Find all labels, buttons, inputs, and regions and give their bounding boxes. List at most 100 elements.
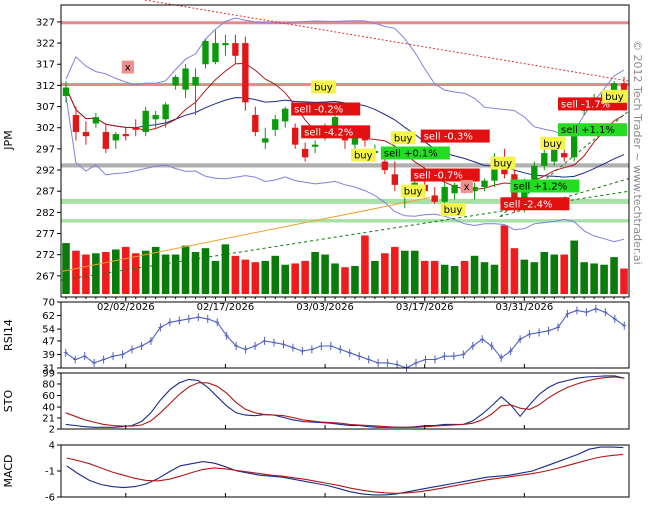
volume-bar [331, 263, 339, 294]
price-tick-label: 317 [36, 60, 55, 71]
candle-body [142, 110, 149, 132]
volume-bar [570, 240, 578, 294]
volume-bar [600, 264, 608, 294]
volume-bar [102, 252, 110, 294]
upper-band-line [65, 17, 625, 136]
price-axis-label: JPM [2, 130, 15, 150]
candle-body [441, 186, 448, 202]
sto-series-line [65, 375, 625, 428]
price-tick-label: 307 [36, 102, 55, 113]
candle-body [222, 43, 229, 46]
signal-label: buy [493, 159, 512, 170]
candle-body [551, 144, 558, 162]
rsi-tick-label: 31 [42, 364, 55, 375]
macd-series-line [66, 446, 624, 496]
candle-body [72, 115, 80, 132]
candle-body [182, 68, 189, 90]
volume-bar [291, 263, 299, 294]
signal-label: buy [404, 187, 423, 198]
support-zone [61, 219, 629, 223]
volume-bar [321, 254, 329, 294]
candle-body [162, 104, 169, 120]
volume-bar [72, 250, 80, 294]
candle-body [451, 184, 458, 194]
signal-label-box [311, 80, 337, 94]
volume-bar [490, 264, 499, 294]
support-zone [61, 163, 629, 168]
signal-label-box [390, 131, 416, 145]
rsi-tick-label: 62 [42, 311, 55, 322]
volume-bar [460, 260, 469, 294]
signal-label: x [464, 182, 470, 193]
sto-tick-label: 80 [42, 379, 55, 390]
candle-body [391, 174, 399, 185]
price-tick-label: 292 [36, 166, 55, 177]
price-tick-label: 297 [36, 144, 55, 155]
volume-bar [530, 262, 539, 294]
candle-body [561, 153, 568, 158]
volume-bar [311, 252, 319, 294]
candle-body [471, 186, 478, 192]
signal-label: sell +1.1% [561, 125, 615, 136]
candle-body [242, 43, 249, 103]
volume-bar [251, 262, 260, 294]
volume-bar [131, 253, 140, 294]
volume-bar [391, 246, 399, 294]
lower-band-line [65, 95, 625, 243]
volume-bar [151, 246, 160, 294]
volume-bar [62, 243, 70, 294]
date-tick-label: 03/03/2026 [296, 302, 354, 313]
signal-label: sell -0.2% [294, 104, 343, 115]
volume-bar [141, 250, 150, 294]
signal-label: sell -2.4% [503, 199, 552, 210]
candle-body [311, 144, 319, 147]
price-tick-label: 327 [36, 17, 55, 28]
sto-tick-label: 2 [49, 425, 55, 436]
signal-label-box [440, 203, 466, 217]
volume-bar [401, 250, 409, 294]
candle-body [232, 43, 239, 56]
volume-bar [371, 260, 379, 294]
sto-tick-label: 21 [42, 414, 55, 425]
signal-label-box [510, 179, 580, 193]
candle-body [82, 131, 90, 137]
volume-bar [590, 263, 598, 294]
date-tick-label: 03/17/2026 [396, 302, 454, 313]
pane-frame [60, 372, 630, 430]
signal-label: buy [394, 133, 413, 144]
signal-label-box [410, 168, 480, 182]
price-tick-label: 302 [36, 123, 55, 134]
candle-body [102, 131, 110, 149]
rsi-tick-label: 54 [42, 325, 55, 336]
candle-body [132, 127, 139, 130]
volume-bar [420, 260, 429, 294]
volume-bar [261, 260, 270, 294]
signal-label-box [540, 136, 566, 150]
volume-bar [610, 257, 618, 294]
signal-label-box [350, 148, 376, 162]
volume-bar [520, 259, 529, 294]
candle-body [331, 117, 339, 126]
volume-bar [480, 262, 489, 294]
volume-bar [440, 264, 449, 294]
candle-body [301, 148, 309, 158]
price-tick-label: 282 [36, 208, 55, 219]
candle-body [92, 117, 100, 124]
macd-tick-label: -6 [45, 493, 55, 504]
candle-body [521, 180, 528, 209]
signal-label: x [125, 63, 131, 74]
candle-body [431, 195, 438, 202]
signal-label-box [420, 129, 490, 143]
signal-label: sell +0.1% [384, 149, 438, 160]
date-tick-label: 02/17/2026 [197, 302, 255, 313]
rsi-axis-label: RSI14 [2, 319, 15, 351]
candle-body [172, 76, 179, 86]
signal-label-box [121, 60, 135, 74]
price-tick-label: 287 [36, 187, 55, 198]
volume-bar [470, 255, 479, 294]
candle-body [62, 87, 70, 96]
candle-body [610, 83, 618, 94]
candle-body [262, 138, 269, 143]
